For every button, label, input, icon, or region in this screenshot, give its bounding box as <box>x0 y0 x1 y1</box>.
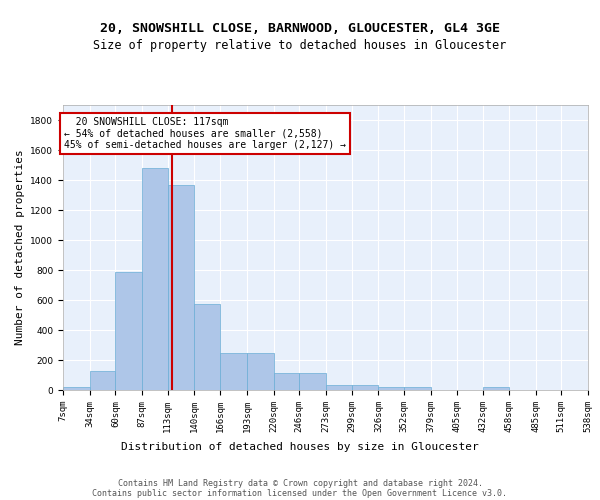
Text: Contains HM Land Registry data © Crown copyright and database right 2024.: Contains HM Land Registry data © Crown c… <box>118 479 482 488</box>
Bar <box>299 373 326 390</box>
Bar <box>220 353 247 390</box>
Bar <box>404 387 431 390</box>
Bar <box>247 353 274 390</box>
Bar <box>115 272 142 390</box>
Bar <box>379 387 404 390</box>
Bar <box>194 304 220 390</box>
Bar <box>274 373 299 390</box>
Y-axis label: Number of detached properties: Number of detached properties <box>15 150 25 346</box>
Bar <box>352 385 379 390</box>
Bar <box>63 387 89 390</box>
Bar <box>326 385 352 390</box>
Bar <box>483 387 509 390</box>
Bar <box>168 184 194 390</box>
Text: Distribution of detached houses by size in Gloucester: Distribution of detached houses by size … <box>121 442 479 452</box>
Bar <box>142 168 168 390</box>
Text: 20 SNOWSHILL CLOSE: 117sqm
← 54% of detached houses are smaller (2,558)
45% of s: 20 SNOWSHILL CLOSE: 117sqm ← 54% of deta… <box>64 117 346 150</box>
Text: Contains public sector information licensed under the Open Government Licence v3: Contains public sector information licen… <box>92 489 508 498</box>
Text: 20, SNOWSHILL CLOSE, BARNWOOD, GLOUCESTER, GL4 3GE: 20, SNOWSHILL CLOSE, BARNWOOD, GLOUCESTE… <box>100 22 500 36</box>
Text: Size of property relative to detached houses in Gloucester: Size of property relative to detached ho… <box>94 39 506 52</box>
Bar <box>89 370 115 390</box>
